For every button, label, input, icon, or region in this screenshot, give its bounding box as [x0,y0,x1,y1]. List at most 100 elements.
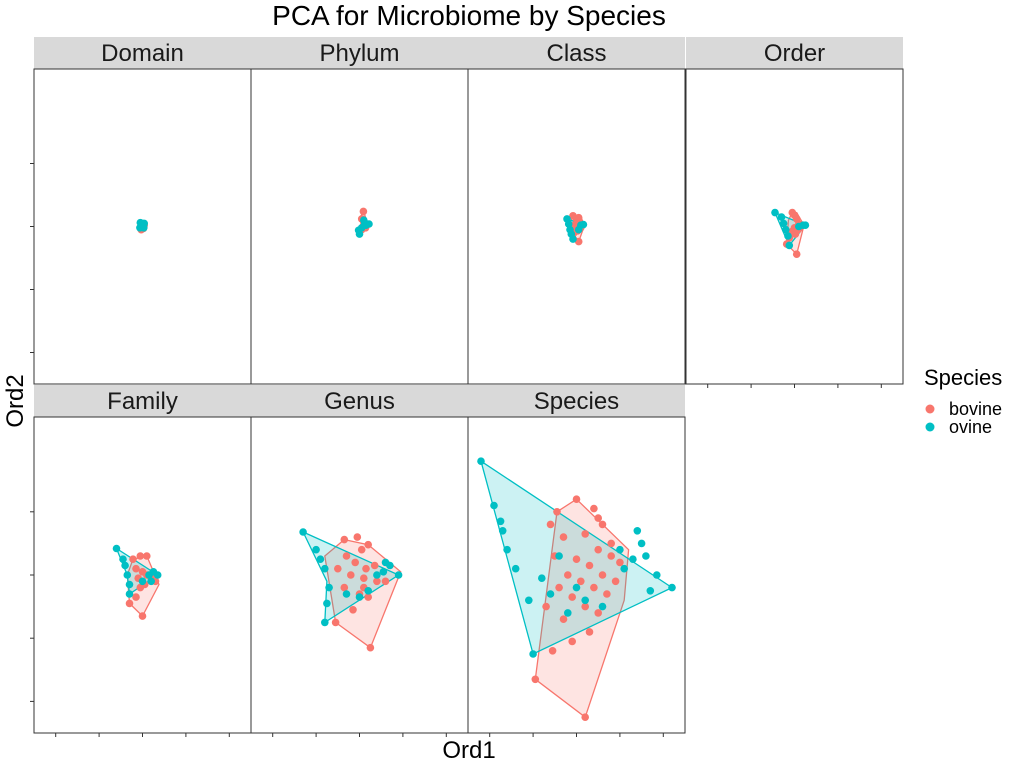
point-bovine [373,577,381,586]
point-ovine [771,208,779,217]
point-ovine [112,544,121,553]
point-bovine [366,643,375,652]
point-bovine [574,237,583,246]
point-ovine [125,590,134,598]
point-ovine [784,232,792,240]
point-bovine [607,552,615,560]
point-bovine [572,555,581,563]
point-bovine [564,571,572,579]
point-bovine [364,540,373,549]
point-ovine [496,517,505,526]
point-ovine [564,609,572,617]
facet-panel-domain: Domain [30,37,252,385]
facet-panel-genus: Genus [250,385,469,737]
point-bovine [616,558,624,567]
point-ovine [653,571,661,579]
point-ovine [633,527,642,535]
facet-panel-order: Order [685,37,904,388]
point-bovine [568,637,576,646]
point-ovine [598,602,607,611]
facet-strip-label: Phylum [319,40,399,67]
point-ovine [579,220,588,229]
facet-strip [251,37,468,69]
facet-strip [251,385,468,417]
point-bovine [360,574,368,582]
point-bovine [136,583,145,592]
facet-panel-species: Species [467,385,686,737]
panel-border [467,416,686,734]
point-ovine [668,583,676,592]
point-bovine [334,564,342,573]
point-ovine [140,224,148,232]
point-bovine [607,539,615,548]
point-bovine [136,552,145,560]
point-ovine [342,590,351,598]
facet-strip-label: Domain [101,40,184,67]
point-ovine [121,561,129,570]
legend-entry-ovine: ovine [925,417,992,437]
point-ovine [321,564,329,573]
point-ovine [299,528,307,536]
legend-key-ovine [925,422,935,432]
point-bovine [138,612,147,620]
point-ovine [642,552,650,560]
point-ovine [637,539,646,548]
point-bovine [577,577,585,586]
facet-strip-label: Genus [324,388,395,415]
point-ovine [503,545,511,554]
point-ovine [123,571,132,579]
facet-panel-phylum: Phylum [250,37,469,385]
point-bovine [559,615,568,623]
point-ovine [355,593,364,601]
point-bovine [548,647,557,655]
facet-strip-label: Order [764,40,825,67]
point-ovine [138,577,147,586]
point-bovine [553,508,561,516]
point-bovine [581,713,589,721]
point-bovine [342,552,351,560]
point-bovine [581,530,589,538]
point-bovine [351,558,360,567]
point-bovine [568,593,576,601]
point-bovine [357,545,366,554]
point-ovine [312,545,320,554]
point-ovine [782,225,790,234]
point-bovine [594,514,602,522]
point-bovine [353,533,362,541]
point-ovine [119,555,127,563]
facet-strip [34,385,251,417]
point-ovine [354,226,363,235]
point-bovine [590,583,598,592]
point-bovine [585,561,594,570]
facet-panel-family: Family [30,385,252,737]
point-bovine [359,207,368,216]
point-bovine [340,535,349,544]
point-ovine [147,577,155,586]
point-bovine [594,609,602,617]
point-ovine [477,457,485,466]
point-bovine [546,520,555,529]
legend-entry-bovine: bovine [925,399,1002,419]
point-ovine [572,583,581,592]
facet-strip [34,37,251,69]
point-bovine [792,250,801,258]
point-bovine [370,561,379,570]
point-ovine [525,596,533,605]
point-bovine [590,504,598,513]
point-bovine [340,583,349,592]
point-ovine [381,558,390,567]
point-ovine [779,219,788,228]
point-ovine [795,222,803,231]
point-ovine [785,241,794,250]
x-axis-title: Ord1 [442,737,495,764]
facet-strip-label: Species [534,388,619,415]
panel-border [250,416,469,734]
point-ovine [364,587,373,595]
point-ovine [574,225,583,234]
point-ovine [646,587,655,595]
point-bovine [542,602,550,611]
point-bovine [349,606,357,614]
facet-panels: Domain Phylum Class Order Family Genus Species [30,37,904,737]
